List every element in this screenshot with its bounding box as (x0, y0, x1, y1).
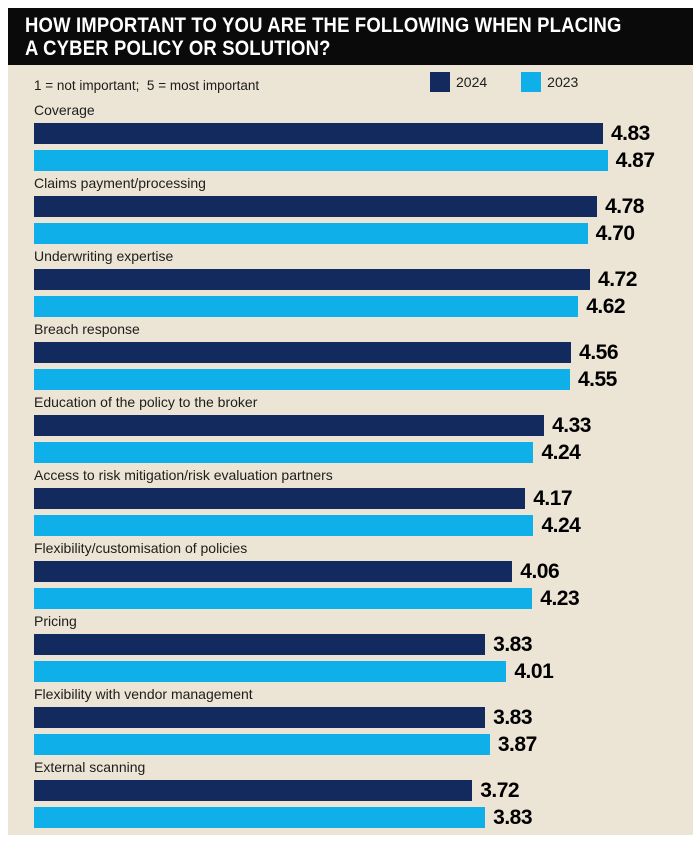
bar-row-2024: 4.83 (34, 123, 683, 144)
bar-2024 (34, 123, 603, 144)
category-label: Access to risk mitigation/risk evaluatio… (34, 467, 333, 483)
bar-2024 (34, 342, 572, 363)
bar-2024 (34, 196, 598, 217)
bar-row-2024: 3.83 (34, 634, 683, 655)
bar-row-2023: 4.70 (34, 223, 683, 244)
bar-group: Access to risk mitigation/risk evaluatio… (34, 467, 683, 536)
bar-value-2024: 4.06 (520, 560, 560, 583)
bar-2023 (34, 588, 533, 609)
bar-group: Flexibility with vendor management 3.83 3.… (34, 686, 683, 755)
bar-value-2024: 3.72 (480, 779, 520, 802)
bar-value-2024: 4.17 (533, 487, 573, 510)
bar-row-2024: 4.72 (34, 269, 683, 290)
bar-2024 (34, 634, 486, 655)
bar-row-2024: 4.78 (34, 196, 683, 217)
category-label: Coverage (34, 102, 95, 118)
bar-value-2023: 4.24 (541, 514, 581, 537)
chart-title-line1: HOW IMPORTANT TO YOU ARE THE FOLLOWING W… (25, 13, 622, 37)
bar-group: Education of the policy to the broker 4.3… (34, 394, 683, 463)
legend-label-2024: 2024 (456, 74, 488, 90)
bar-value-2024: 4.33 (552, 414, 591, 437)
bar-row-2023: 4.87 (34, 150, 683, 171)
bar-row-2023: 3.87 (34, 734, 683, 755)
category-label: Breach response (34, 321, 140, 337)
bar-2024 (34, 415, 545, 436)
bar-value-2024: 4.72 (598, 268, 637, 291)
bar-value-2023: 4.55 (577, 368, 617, 391)
chart-rows: Coverage 4.83 4.87 Claims payment/processin… (34, 102, 683, 828)
legend-item-2024: 2024 (430, 72, 487, 92)
bar-value-2023: 4.70 (595, 222, 635, 245)
bar-row-2024: 4.56 (34, 342, 683, 363)
bar-group: External scanning 3.72 3.83 (34, 759, 683, 828)
category-label: Flexibility/customisation of policies (34, 540, 248, 556)
title-band: HOW IMPORTANT TO YOU ARE THE FOLLOWING W… (8, 8, 693, 65)
bar-2023 (34, 150, 608, 171)
bar-2023 (34, 661, 507, 682)
legend-item-2023: 2023 (521, 72, 578, 92)
legend-label-2023: 2023 (547, 74, 579, 90)
scale-note: 1 = not important; 5 = most important (34, 78, 260, 93)
bar-value-2023: 3.83 (493, 806, 533, 829)
bar-value-2023: 4.62 (586, 295, 626, 318)
bar-2024 (34, 488, 526, 509)
category-label: Flexibility with vendor management (34, 686, 253, 702)
bar-2023 (34, 515, 534, 536)
bar-2023 (34, 296, 579, 317)
bar-value-2023: 4.87 (615, 149, 655, 172)
bar-value-2024: 3.83 (493, 633, 533, 656)
bar-2024 (34, 707, 486, 728)
chart-panel: 1 = not important; 5 = most important 20… (8, 65, 693, 835)
bar-group: Claims payment/processing 4.78 4.70 (34, 175, 683, 244)
category-label: Claims payment/processing (34, 175, 206, 191)
bar-group: Pricing 3.83 4.01 (34, 613, 683, 682)
category-label: Underwriting expertise (34, 248, 174, 264)
bar-2024 (34, 269, 591, 290)
category-label: External scanning (34, 759, 146, 775)
chart-title-line2: A CYBER POLICY OR SOLUTION? (25, 36, 331, 60)
bar-group: Underwriting expertise 4.72 4.62 (34, 248, 683, 317)
bar-group: Coverage 4.83 4.87 (34, 102, 683, 171)
bar-2023 (34, 807, 486, 828)
bar-2024 (34, 780, 473, 801)
bar-value-2024: 4.78 (605, 195, 644, 218)
legend-swatch-2024 (430, 72, 450, 92)
bar-value-2023: 3.87 (497, 733, 537, 756)
bar-row-2024: 4.17 (34, 488, 683, 509)
bar-value-2023: 4.24 (541, 441, 581, 464)
bar-value-2024: 4.83 (610, 122, 650, 145)
bar-row-2024: 3.83 (34, 707, 683, 728)
bar-2023 (34, 369, 570, 390)
bar-row-2023: 4.23 (34, 588, 683, 609)
bar-group: Breach response 4.56 4.55 (34, 321, 683, 390)
category-label: Education of the policy to the broker (34, 394, 258, 410)
bar-2023 (34, 223, 588, 244)
bar-value-2024: 3.83 (493, 706, 533, 729)
legend-swatch-2023 (521, 72, 542, 92)
bar-row-2023: 3.83 (34, 807, 683, 828)
bar-row-2023: 4.01 (34, 661, 683, 682)
bar-row-2023: 4.55 (34, 369, 683, 390)
bar-value-2023: 4.01 (514, 660, 554, 683)
bar-row-2024: 3.72 (34, 780, 683, 801)
bar-2023 (34, 734, 490, 755)
bar-row-2023: 4.62 (34, 296, 683, 317)
subtitle-row: 1 = not important; 5 = most important 20… (34, 65, 683, 98)
bar-row-2024: 4.33 (34, 415, 683, 436)
bar-value-2023: 4.23 (540, 587, 580, 610)
bar-row-2023: 4.24 (34, 515, 683, 536)
legend: 2024 2023 (430, 72, 612, 92)
category-label: Pricing (34, 613, 77, 629)
bar-group: Flexibility/customisation of policies 4.0… (34, 540, 683, 609)
bar-row-2023: 4.24 (34, 442, 683, 463)
bar-value-2024: 4.56 (579, 341, 619, 364)
bar-2023 (34, 442, 534, 463)
bar-row-2024: 4.06 (34, 561, 683, 582)
bar-2024 (34, 561, 513, 582)
